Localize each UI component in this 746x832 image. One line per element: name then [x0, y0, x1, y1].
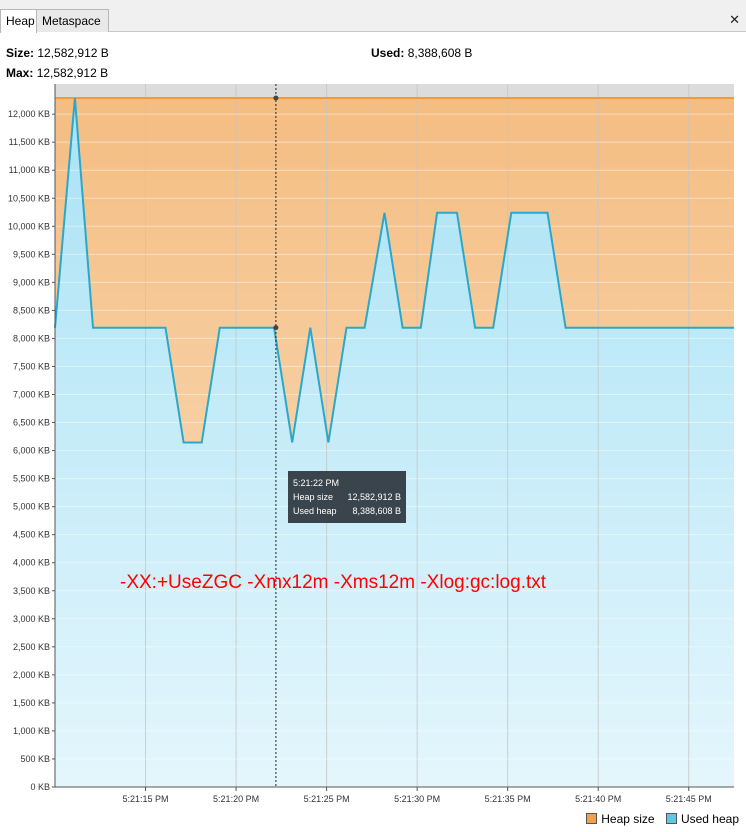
used-heap-area	[55, 98, 734, 787]
used-label: Used:	[371, 46, 405, 60]
legend-heap-label: Heap size	[601, 812, 655, 826]
y-tick-label: 3,000 KB	[13, 614, 50, 624]
y-tick-label: 9,500 KB	[13, 249, 50, 259]
used-value: 8,388,608 B	[407, 46, 473, 60]
y-tick-label: 2,000 KB	[13, 670, 50, 680]
tab-metaspace[interactable]: Metaspace	[36, 9, 109, 32]
y-tick-label: 9,000 KB	[13, 277, 50, 287]
y-tick-label: 10,000 KB	[8, 221, 50, 231]
heap-size-swatch-icon	[586, 813, 598, 824]
y-tick-label: 8,500 KB	[13, 305, 50, 315]
close-icon[interactable]: ✕	[729, 12, 740, 27]
x-tick-label: 5:21:15 PM	[123, 794, 169, 804]
tooltip-heap-value: 12,582,912 B	[347, 492, 401, 502]
max-value: 12,582,912 B	[36, 66, 109, 80]
tab-heap[interactable]: Heap	[0, 9, 37, 33]
chart-tooltip: 5:21:22 PM Heap size 12,582,912 B Used h…	[288, 471, 406, 523]
tooltip-used-value: 8,388,608 B	[352, 506, 401, 516]
tooltip-used-row: Used heap 8,388,608 B	[293, 504, 401, 518]
x-tick-label: 5:21:30 PM	[394, 794, 440, 804]
max-stat: Max: 12,582,912 B	[6, 66, 108, 80]
legend-item-heap-size[interactable]: Heap size	[586, 812, 655, 826]
x-tick-label: 5:21:35 PM	[485, 794, 531, 804]
y-tick-label: 6,000 KB	[13, 446, 50, 456]
used-heap-line	[54, 97, 734, 444]
y-tick-label: 1,500 KB	[13, 698, 50, 708]
chart-legend: Heap size Used heap	[578, 812, 739, 826]
cursor-used-point	[273, 325, 279, 331]
y-tick-label: 0 KB	[30, 782, 50, 792]
y-tick-label: 8,000 KB	[13, 333, 50, 343]
used-stat: Used: 8,388,608 B	[371, 46, 472, 60]
y-tick-label: 4,000 KB	[13, 558, 50, 568]
y-tick-label: 1,000 KB	[13, 726, 50, 736]
chart-top-band	[55, 84, 734, 98]
y-tick-label: 5,500 KB	[13, 474, 50, 484]
max-label: Max:	[6, 66, 34, 80]
used-heap-swatch-icon	[665, 813, 677, 824]
y-tick-label: 500 KB	[20, 754, 50, 764]
tab-bar: Heap Metaspace ✕	[0, 0, 746, 33]
y-tick-label: 12,000 KB	[8, 109, 50, 119]
x-tick-label: 5:21:40 PM	[575, 794, 621, 804]
jvm-options-annotation: -XX:+UseZGC -Xmx12m -Xms12m -Xlog:gc:log…	[120, 572, 547, 593]
heap-chart[interactable]: 0 KB 500 KB 1,000 KB 1,500 KB 2,000 KB 2,500 …	[0, 84, 746, 804]
size-value: 12,582,912 B	[37, 46, 109, 60]
y-tick-label: 3,500 KB	[13, 586, 50, 596]
x-tick-label: 5:21:25 PM	[304, 794, 350, 804]
tooltip-heap-row: Heap size 12,582,912 B	[293, 490, 401, 504]
x-tick-label: 5:21:45 PM	[666, 794, 712, 804]
legend-used-label: Used heap	[680, 812, 739, 826]
y-tick-label: 7,500 KB	[13, 361, 50, 371]
y-tick-label: 2,500 KB	[13, 642, 50, 652]
heap-chart-svg: 0 KB 500 KB 1,000 KB 1,500 KB 2,000 KB 2,500 …	[8, 84, 734, 804]
size-label: Size:	[6, 46, 35, 60]
y-tick-label: 6,500 KB	[13, 418, 50, 428]
cursor-heap-point	[273, 95, 279, 101]
y-tick-label: 11,000 KB	[9, 165, 50, 175]
y-tick-label: 11,500 KB	[9, 137, 50, 147]
tooltip-heap-label: Heap size	[293, 492, 334, 502]
y-tick-label: 4,500 KB	[13, 530, 50, 540]
legend-item-used-heap[interactable]: Used heap	[665, 812, 739, 826]
y-tick-label: 7,000 KB	[13, 390, 50, 400]
tooltip-time: 5:21:22 PM	[293, 478, 340, 488]
y-tick-label: 10,500 KB	[8, 193, 50, 203]
tooltip-used-label: Used heap	[293, 506, 337, 516]
x-tick-label: 5:21:20 PM	[213, 794, 259, 804]
y-tick-label: 5,000 KB	[13, 502, 50, 512]
size-stat: Size: 12,582,912 B	[6, 46, 109, 60]
